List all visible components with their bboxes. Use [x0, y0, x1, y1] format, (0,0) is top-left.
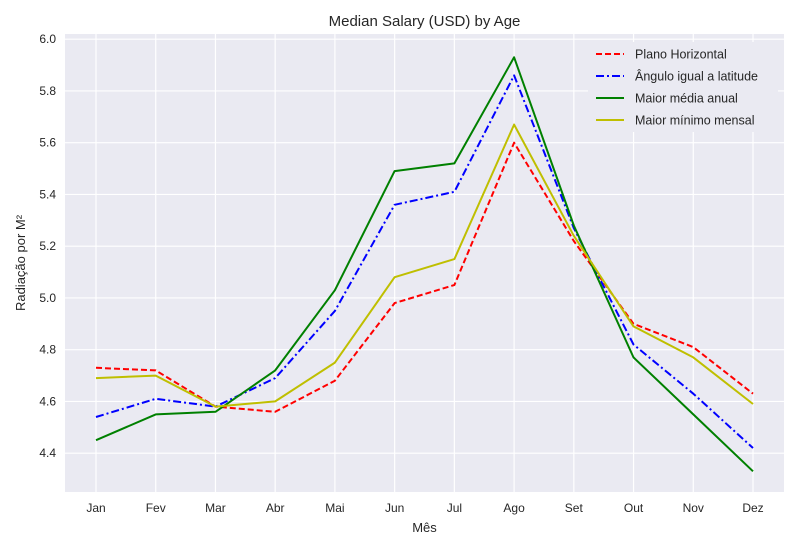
x-tick-label: Abr: [266, 501, 285, 515]
x-tick-label: Ago: [503, 501, 525, 515]
x-axis-label: Mês: [412, 520, 437, 535]
y-tick-label: 5.2: [39, 239, 56, 253]
y-tick-label: 4.4: [39, 446, 56, 460]
y-tick-label: 5.0: [39, 291, 56, 305]
chart-title: Median Salary (USD) by Age: [329, 13, 521, 30]
x-tick-label: Nov: [683, 501, 704, 515]
series-line-2: [95, 74, 754, 449]
y-tick-label: 4.8: [39, 343, 56, 357]
x-tick-label: Fev: [146, 501, 166, 515]
y-axis-label: Radiação por M²: [13, 214, 28, 311]
x-tick-label: Out: [624, 501, 644, 515]
y-tick-label: 4.6: [39, 394, 56, 408]
series-line-3: [95, 56, 754, 473]
x-tick-label: Mar: [205, 501, 226, 515]
x-tick-label: Jan: [86, 501, 105, 515]
y-tick-label: 6.0: [39, 32, 56, 46]
series-line-4: [95, 123, 754, 408]
legend-label-4: Maior mínimo mensal: [635, 114, 754, 128]
x-tick-label: Jun: [385, 501, 404, 515]
y-tick-label: 5.8: [39, 84, 56, 98]
x-tick-label: Set: [565, 501, 584, 515]
y-tick-label: 5.4: [39, 187, 56, 201]
y-tick-label: 5.6: [39, 136, 56, 150]
x-tick-label: Jul: [447, 501, 462, 515]
y-axis-ticks: 4.4 4.6 4.8 5.0 5.2 5.4 5.6 5.8 6.0: [39, 32, 56, 460]
x-tick-label: Mai: [325, 501, 344, 515]
x-axis-ticks: Jan Fev Mar Abr Mai Jun Jul Ago Set Out Nov Dez: [86, 501, 763, 515]
legend-label-1: Plano Horizontal: [635, 48, 727, 62]
x-tick-label: Dez: [742, 501, 763, 515]
legend-label-2: Ângulo igual a latitude: [635, 69, 758, 84]
series-lines: [95, 56, 754, 473]
legend-label-3: Maior média anual: [635, 92, 738, 106]
legend: Plano Horizontal Ângulo igual a latitude M…: [588, 42, 778, 132]
legend-box: [588, 42, 778, 132]
